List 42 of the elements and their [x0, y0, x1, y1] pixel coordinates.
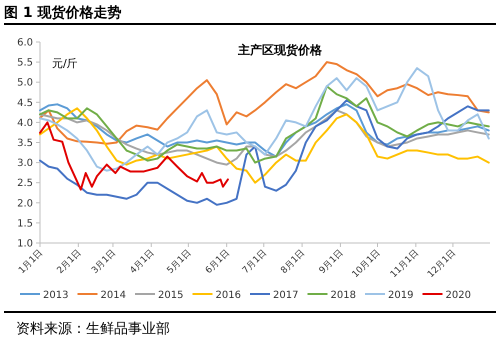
x-tick-label: 5月1日: [166, 248, 194, 276]
line-series: [39, 109, 490, 166]
y-tick-label: 3.0: [17, 158, 33, 170]
y-tick-label: 1.5: [17, 218, 33, 230]
y-tick-label: 3.5: [17, 138, 33, 149]
y-tick-label: 2.0: [17, 198, 33, 210]
x-tick-label: 12月1日: [426, 248, 458, 280]
x-tick-label: 11月1日: [388, 248, 421, 280]
x-tick-label: 7月1日: [240, 248, 269, 276]
line-series: [39, 99, 490, 206]
x-tick-label: 3月1日: [90, 248, 118, 276]
x-tick-label: 1月1日: [17, 248, 46, 276]
x-tick-label: 8月1日: [279, 248, 308, 276]
legend-label: 2018: [330, 290, 356, 301]
line-series: [39, 107, 490, 184]
x-tick-label: 4月1日: [128, 248, 156, 276]
x-tick-label: 6月1日: [204, 248, 232, 276]
y-tick-label: 4.0: [17, 118, 33, 129]
y-axis-title: 元/斤: [52, 57, 78, 70]
chart-title: 图 1 现货价格走势: [4, 5, 122, 21]
y-tick-label: 5.5: [17, 58, 33, 69]
y-tick-label: 5.0: [17, 78, 33, 89]
chart-subtitle: 主产区现货价格: [237, 43, 323, 57]
legend-label: 2015: [158, 290, 184, 301]
y-tick-label: 1.0: [17, 238, 33, 250]
x-tick-label: 2月1日: [56, 248, 84, 276]
y-tick-label: 6.0: [17, 38, 33, 48]
legend-label: 2020: [446, 290, 471, 301]
legend-label: 2019: [388, 290, 414, 301]
line-series: [39, 121, 229, 191]
line-series: [39, 67, 490, 172]
text: 资料来源：生鲜品事业部: [16, 321, 170, 337]
legend-label: 2013: [43, 290, 68, 301]
x-tick-label: 9月1日: [318, 248, 346, 276]
legend-label: 2017: [273, 290, 298, 301]
legend-label: 2014: [100, 290, 126, 301]
y-tick-label: 4.5: [17, 98, 33, 109]
line-series: [39, 103, 490, 158]
x-tick-label: 10月1日: [350, 248, 383, 280]
line-series: [39, 85, 490, 164]
y-tick-label: 2.5: [17, 178, 33, 190]
legend-label: 2016: [216, 290, 241, 301]
